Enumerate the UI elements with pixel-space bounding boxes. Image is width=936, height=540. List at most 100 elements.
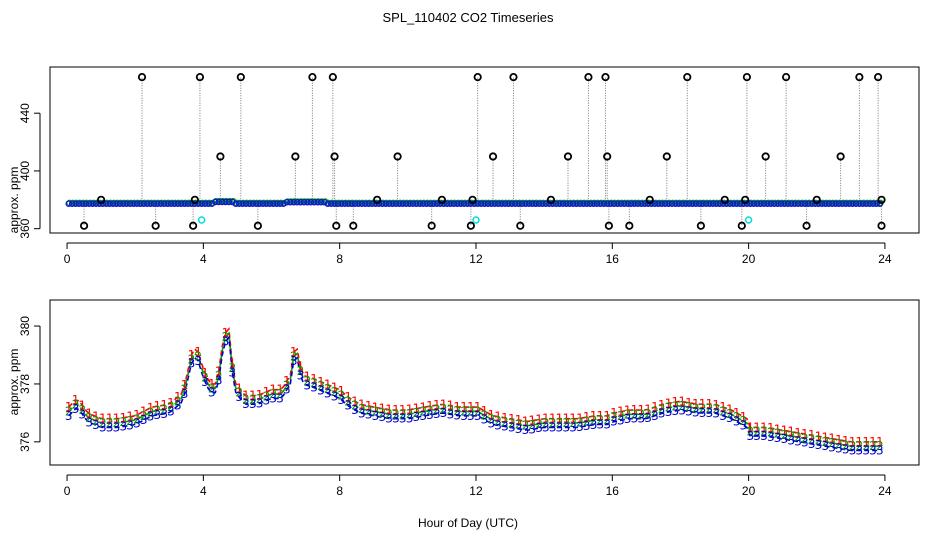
series-point-2: 2 xyxy=(487,412,495,426)
bottom-y-tick-label: 378 xyxy=(18,374,32,394)
series-point-1: 1 xyxy=(392,403,400,417)
series-point-1: 1 xyxy=(372,400,380,414)
baseline-point-blue xyxy=(777,200,785,207)
series-point-3: 3 xyxy=(685,404,693,418)
series-point-2: 2 xyxy=(297,364,305,378)
baseline-point-blue xyxy=(839,200,846,207)
series-point-3: 3 xyxy=(569,420,577,434)
baseline-point-blue xyxy=(280,200,287,207)
baseline-point-blue xyxy=(845,200,853,207)
series-point-3: 3 xyxy=(392,412,400,426)
series-point-3: 3 xyxy=(338,393,346,407)
series-point-1: 1 xyxy=(113,412,121,426)
series-point-2: 2 xyxy=(658,402,666,416)
baseline-point-blue xyxy=(716,200,723,207)
baseline-point-blue xyxy=(72,200,79,207)
baseline-point-blue xyxy=(828,200,836,207)
baseline-point-blue xyxy=(627,200,635,207)
series-point-2: 2 xyxy=(65,404,73,418)
series-point-1: 1 xyxy=(467,400,475,414)
baseline-point-blue xyxy=(474,200,481,207)
series-point-1: 1 xyxy=(119,411,127,425)
baseline-point-blue xyxy=(488,200,495,207)
baseline-point-blue xyxy=(460,200,468,207)
series-point-1: 1 xyxy=(215,365,223,379)
series-point-3: 3 xyxy=(603,417,611,431)
baseline-point-blue xyxy=(702,200,710,207)
baseline-point-blue xyxy=(331,200,338,207)
baseline-point-blue xyxy=(682,200,689,207)
baseline-point-blue xyxy=(849,200,856,207)
baseline-point-blue xyxy=(140,200,147,207)
baseline-point-blue xyxy=(396,200,403,207)
baseline-point-blue xyxy=(235,200,243,207)
series-point-2: 2 xyxy=(474,404,482,418)
series-point-3: 3 xyxy=(869,444,877,458)
series-point-2: 2 xyxy=(154,404,162,418)
series-point-1: 1 xyxy=(194,345,202,359)
baseline-point-blue xyxy=(300,199,308,206)
baseline-point-blue xyxy=(750,200,757,207)
baseline-point-blue xyxy=(774,200,781,207)
series-point-3: 3 xyxy=(808,437,816,451)
baseline-point-blue xyxy=(781,200,788,207)
series-point-3: 3 xyxy=(644,411,652,425)
baseline-point-blue xyxy=(406,200,413,207)
series-point-3: 3 xyxy=(358,406,366,420)
series-point-1: 1 xyxy=(781,424,789,438)
series-point-3: 3 xyxy=(453,409,461,423)
series-point-1: 1 xyxy=(746,420,754,434)
series-point-3: 3 xyxy=(385,411,393,425)
series-point-3: 3 xyxy=(235,390,243,404)
series-point-1: 1 xyxy=(174,390,182,404)
series-point-2: 2 xyxy=(515,417,523,431)
series-point-2: 2 xyxy=(508,416,516,430)
baseline-point-blue xyxy=(580,200,587,207)
baseline-point-blue xyxy=(586,200,594,207)
series-point-1: 1 xyxy=(856,435,864,449)
baseline-point-blue xyxy=(706,200,713,207)
series-point-1: 1 xyxy=(269,383,277,397)
series-point-3: 3 xyxy=(794,435,802,449)
series-point-2: 2 xyxy=(147,405,155,419)
baseline-point-blue xyxy=(283,199,291,206)
baseline-point-blue xyxy=(535,200,543,207)
series-point-2: 2 xyxy=(378,406,386,420)
series-point-1: 1 xyxy=(256,388,264,402)
series-point-3: 3 xyxy=(528,422,536,436)
series-point-3: 3 xyxy=(726,411,734,425)
figure-title: SPL_110402 CO2 Timeseries xyxy=(382,10,554,25)
series-point-2: 2 xyxy=(740,414,748,428)
series-point-3: 3 xyxy=(787,433,795,447)
baseline-point-blue xyxy=(784,200,792,207)
baseline-point-blue xyxy=(321,199,328,206)
baseline-point-blue xyxy=(324,200,331,207)
series-point-1: 1 xyxy=(481,404,489,418)
baseline-point-blue xyxy=(201,200,209,207)
baseline-point-blue xyxy=(655,200,662,207)
baseline-point-blue xyxy=(607,200,614,207)
bottom-x-tick-label: 4 xyxy=(200,484,207,498)
series-point-3: 3 xyxy=(672,404,680,418)
baseline-point-blue xyxy=(873,200,880,207)
series-point-2: 2 xyxy=(447,403,455,417)
series-point-2: 2 xyxy=(699,402,707,416)
series-point-1: 1 xyxy=(542,412,550,426)
series-point-1: 1 xyxy=(651,400,659,414)
series-point-3: 3 xyxy=(740,418,748,432)
series-point-2: 2 xyxy=(828,436,836,450)
baseline-point-blue xyxy=(505,200,512,207)
series-point-3: 3 xyxy=(597,417,605,431)
series-point-2: 2 xyxy=(815,434,823,448)
baseline-point-blue xyxy=(167,200,175,207)
dip-point xyxy=(189,221,198,230)
spike-point xyxy=(662,152,671,161)
series-point-3: 3 xyxy=(188,357,196,371)
series-point-1: 1 xyxy=(603,409,611,423)
series-point-1: 1 xyxy=(733,406,741,420)
series-point-2: 2 xyxy=(283,378,291,392)
dip-point xyxy=(696,221,705,230)
series-point-1: 1 xyxy=(79,399,87,413)
series-point-1: 1 xyxy=(365,399,373,413)
baseline-point-blue xyxy=(600,200,608,207)
